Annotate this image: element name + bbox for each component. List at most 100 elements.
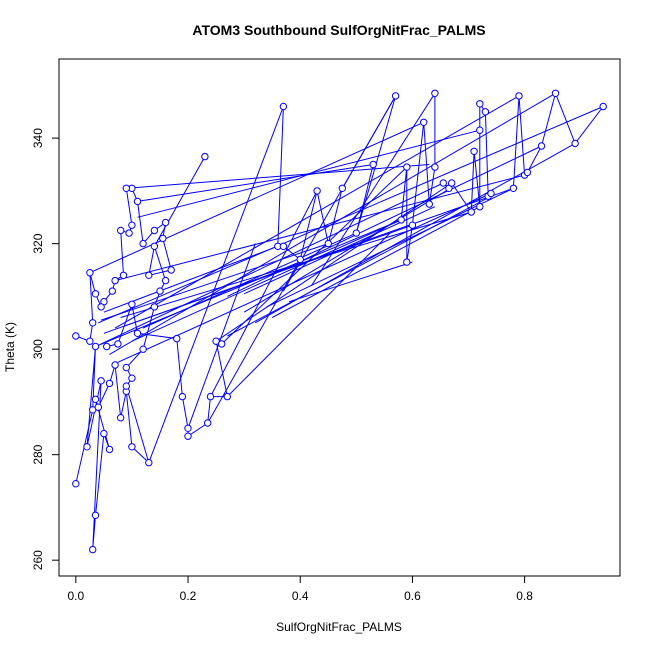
data-point — [439, 179, 447, 187]
data-point — [476, 203, 484, 211]
data-point — [125, 229, 133, 237]
x-tick-label: 0.6 — [404, 589, 421, 603]
data-point — [100, 429, 108, 438]
data-point — [122, 363, 131, 372]
data-point — [133, 329, 142, 337]
data-point — [204, 419, 212, 427]
data-point — [72, 480, 80, 488]
y-tick-label: 320 — [31, 233, 45, 253]
data-point — [470, 147, 478, 156]
data-point — [201, 152, 209, 161]
y-axis-label: Theta (K) — [3, 322, 17, 372]
data-point — [128, 374, 136, 382]
data-point — [206, 392, 215, 401]
y-tick-label: 300 — [31, 339, 45, 359]
data-point — [83, 443, 91, 451]
data-point — [178, 392, 187, 401]
data-point — [91, 395, 100, 403]
data-point — [223, 392, 232, 401]
data-point — [523, 168, 532, 177]
data-point — [150, 242, 159, 251]
data-point — [167, 266, 175, 274]
data-point — [94, 403, 103, 411]
data-point — [431, 89, 439, 98]
series-line — [153, 156, 206, 247]
data-point — [128, 300, 136, 308]
series-line — [137, 129, 480, 218]
data-point — [397, 216, 405, 224]
data-point — [571, 139, 579, 148]
data-point — [86, 337, 94, 345]
data-point — [156, 287, 164, 295]
data-point — [296, 255, 304, 264]
data-point — [105, 379, 114, 388]
y-axis: 260 280 300 320 340 — [31, 128, 60, 570]
series-line — [227, 145, 542, 297]
data-point — [117, 226, 125, 235]
data-point — [403, 163, 411, 171]
data-point — [150, 226, 159, 235]
series-points — [72, 89, 607, 554]
data-point — [515, 92, 523, 100]
data-point — [476, 126, 484, 134]
data-point — [86, 269, 94, 277]
y-tick-label: 340 — [31, 128, 45, 148]
series-line — [137, 164, 374, 202]
data-point — [111, 361, 119, 369]
series-line — [114, 95, 520, 329]
data-point — [133, 197, 142, 206]
data-point — [108, 287, 117, 295]
x-tick-label: 0.2 — [180, 589, 197, 603]
data-point — [145, 271, 153, 279]
data-point — [97, 377, 105, 385]
series-line — [98, 106, 604, 324]
data-point — [114, 340, 122, 348]
data-point — [161, 218, 170, 227]
data-point — [324, 239, 332, 248]
x-tick-label: 0.0 — [67, 589, 84, 603]
data-point — [105, 445, 114, 454]
data-point — [279, 242, 288, 251]
data-point — [420, 118, 428, 127]
series-line — [126, 164, 430, 189]
data-point — [476, 100, 484, 108]
data-point — [279, 102, 288, 111]
data-point — [218, 340, 226, 348]
data-point — [139, 345, 147, 353]
x-axis-label: SulfOrgNitFrac_PALMS — [276, 620, 402, 634]
series-line — [288, 261, 413, 303]
data-point — [89, 545, 97, 554]
data-point — [91, 511, 100, 519]
data-point — [91, 342, 100, 351]
series-line — [109, 92, 556, 355]
data-point — [161, 276, 170, 285]
data-point — [122, 382, 131, 390]
y-tick-label: 260 — [31, 550, 45, 570]
data-point — [391, 92, 400, 100]
series-line — [120, 211, 472, 318]
data-point — [91, 290, 100, 298]
x-axis: 0.0 0.2 0.4 0.6 0.8 — [67, 575, 533, 603]
data-point — [128, 221, 136, 229]
y-tick-label: 280 — [31, 444, 45, 464]
series-line — [131, 219, 402, 342]
data-point — [487, 189, 495, 198]
series-line — [117, 193, 492, 363]
data-point — [122, 184, 131, 193]
x-tick-label: 0.8 — [516, 589, 533, 603]
series-line — [271, 206, 481, 318]
data-point — [97, 303, 105, 311]
data-point — [128, 443, 136, 451]
data-point — [117, 414, 125, 422]
data-point — [145, 458, 153, 467]
data-point — [425, 200, 433, 208]
x-tick-label: 0.4 — [292, 589, 309, 603]
data-point — [184, 432, 192, 440]
data-point — [408, 221, 417, 229]
data-point — [111, 276, 119, 285]
data-point — [338, 184, 346, 193]
data-point — [551, 89, 560, 98]
series-line — [243, 190, 447, 313]
